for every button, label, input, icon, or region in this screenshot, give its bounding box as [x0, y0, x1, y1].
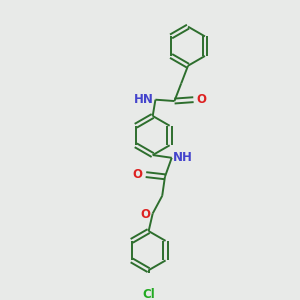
Text: O: O — [133, 168, 143, 181]
Text: Cl: Cl — [142, 288, 155, 300]
Text: HN: HN — [134, 93, 154, 106]
Text: NH: NH — [173, 151, 193, 164]
Text: O: O — [140, 208, 150, 221]
Text: O: O — [197, 93, 207, 106]
